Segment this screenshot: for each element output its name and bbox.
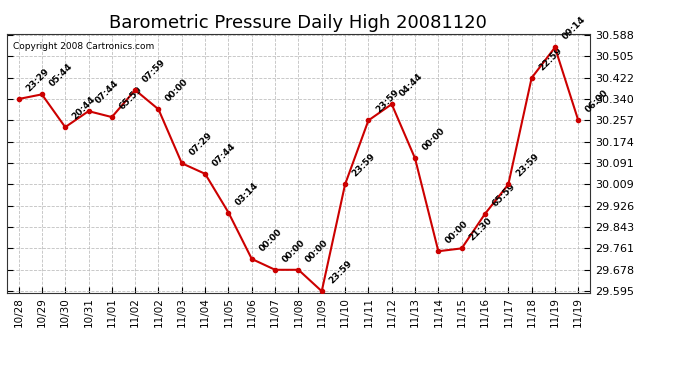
Text: 04:44: 04:44 [397,72,424,99]
Text: 07:44: 07:44 [94,79,121,106]
Text: 03:14: 03:14 [234,180,261,207]
Text: 23:59: 23:59 [374,88,401,115]
Title: Barometric Pressure Daily High 20081120: Barometric Pressure Daily High 20081120 [110,14,487,32]
Text: 00:00: 00:00 [444,219,470,246]
Text: 00:00: 00:00 [164,78,190,104]
Text: 21:30: 21:30 [467,216,494,243]
Text: 06:00: 06:00 [584,88,610,115]
Text: 20:44: 20:44 [71,95,97,122]
Text: 09:14: 09:14 [560,15,587,42]
Text: Copyright 2008 Cartronics.com: Copyright 2008 Cartronics.com [12,42,154,51]
Text: 00:00: 00:00 [421,126,447,153]
Text: 07:29: 07:29 [188,131,214,158]
Text: 23:59: 23:59 [351,152,377,179]
Text: 07:59: 07:59 [141,58,168,84]
Text: 00:00: 00:00 [281,238,307,264]
Text: 23:59: 23:59 [327,259,354,286]
Text: 00:00: 00:00 [257,227,284,254]
Text: 65:59: 65:59 [491,182,518,208]
Text: 23:29: 23:29 [24,67,51,93]
Text: 65:59: 65:59 [117,85,144,111]
Text: 05:44: 05:44 [48,62,74,89]
Text: 07:44: 07:44 [210,141,237,168]
Text: 23:59: 23:59 [514,152,540,179]
Text: 00:00: 00:00 [304,238,331,264]
Text: 22:59: 22:59 [538,46,564,72]
